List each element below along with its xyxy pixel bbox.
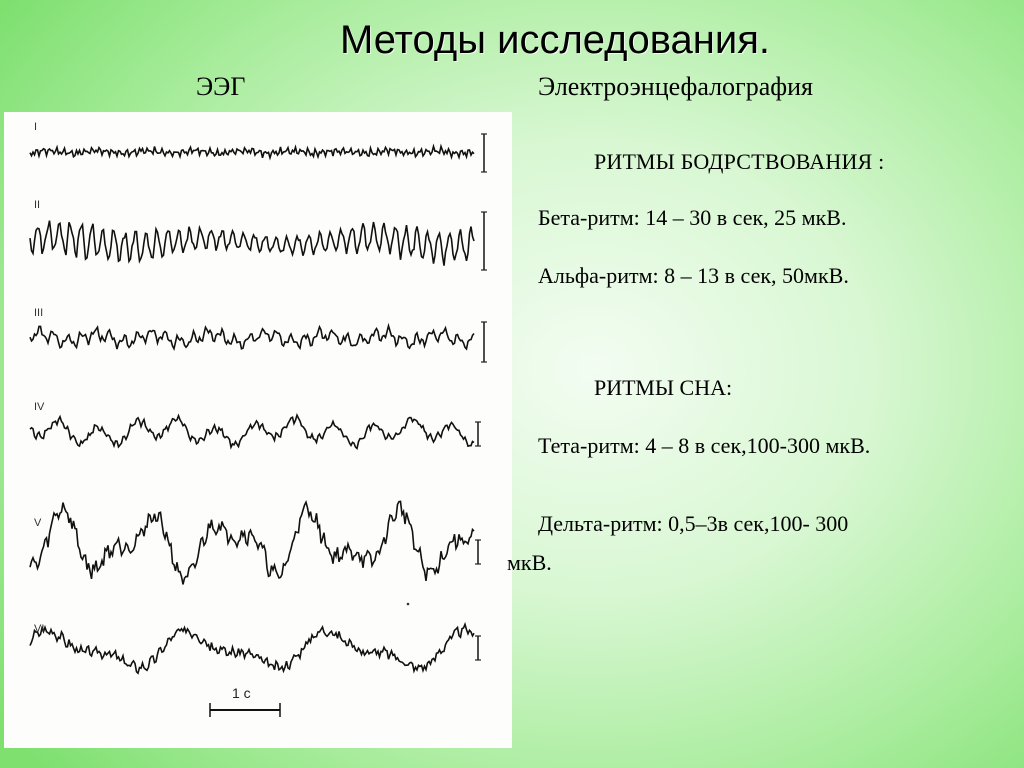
delta-rhythm-unit: мкВ. — [507, 550, 552, 575]
eeg-trace-3 — [29, 322, 475, 351]
awake-rhythms-heading: РИТМЫ БОДРСТВОВАНИЯ : — [594, 149, 885, 174]
eeg-trace-6 — [29, 621, 475, 675]
trace-label-1: I — [34, 121, 37, 133]
trace-label-6: VI — [34, 623, 44, 635]
eeg-trace-5 — [29, 499, 475, 585]
trace-label-3: III — [34, 307, 43, 319]
trace-label-2: II — [34, 199, 40, 211]
time-scale-bar: 1 с — [209, 685, 281, 717]
time-scale-label: 1 с — [232, 685, 251, 701]
eeg-recording-panel: I II III IV V VI 1 с — [4, 112, 512, 748]
eeg-trace-2 — [29, 220, 475, 266]
beta-rhythm-text: Бета-ритм: 14 – 30 в сек, 25 мкВ. — [538, 205, 847, 230]
delta-rhythm-text: Дельта-ритм: 0,5–3в сек,100- 300 — [538, 511, 849, 536]
eeg-full-name: Электроэнцефалография — [538, 72, 813, 101]
theta-rhythm-text: Тета-ритм: 4 – 8 в сек,100-300 мкВ. — [538, 433, 871, 458]
alpha-rhythm-text: Альфа-ритм: 8 – 13 в сек, 50мкВ. — [538, 263, 849, 288]
speck — [406, 602, 410, 606]
eeg-trace-1 — [29, 143, 475, 161]
trace-label-4: IV — [34, 401, 45, 413]
eeg-trace-4 — [29, 413, 475, 451]
slide-title: Методы исследования. — [339, 18, 771, 62]
sleep-rhythms-heading: РИТМЫ СНА: — [594, 375, 733, 400]
trace-label-5: V — [34, 517, 42, 529]
eeg-abbreviation: ЭЭГ — [196, 72, 246, 101]
